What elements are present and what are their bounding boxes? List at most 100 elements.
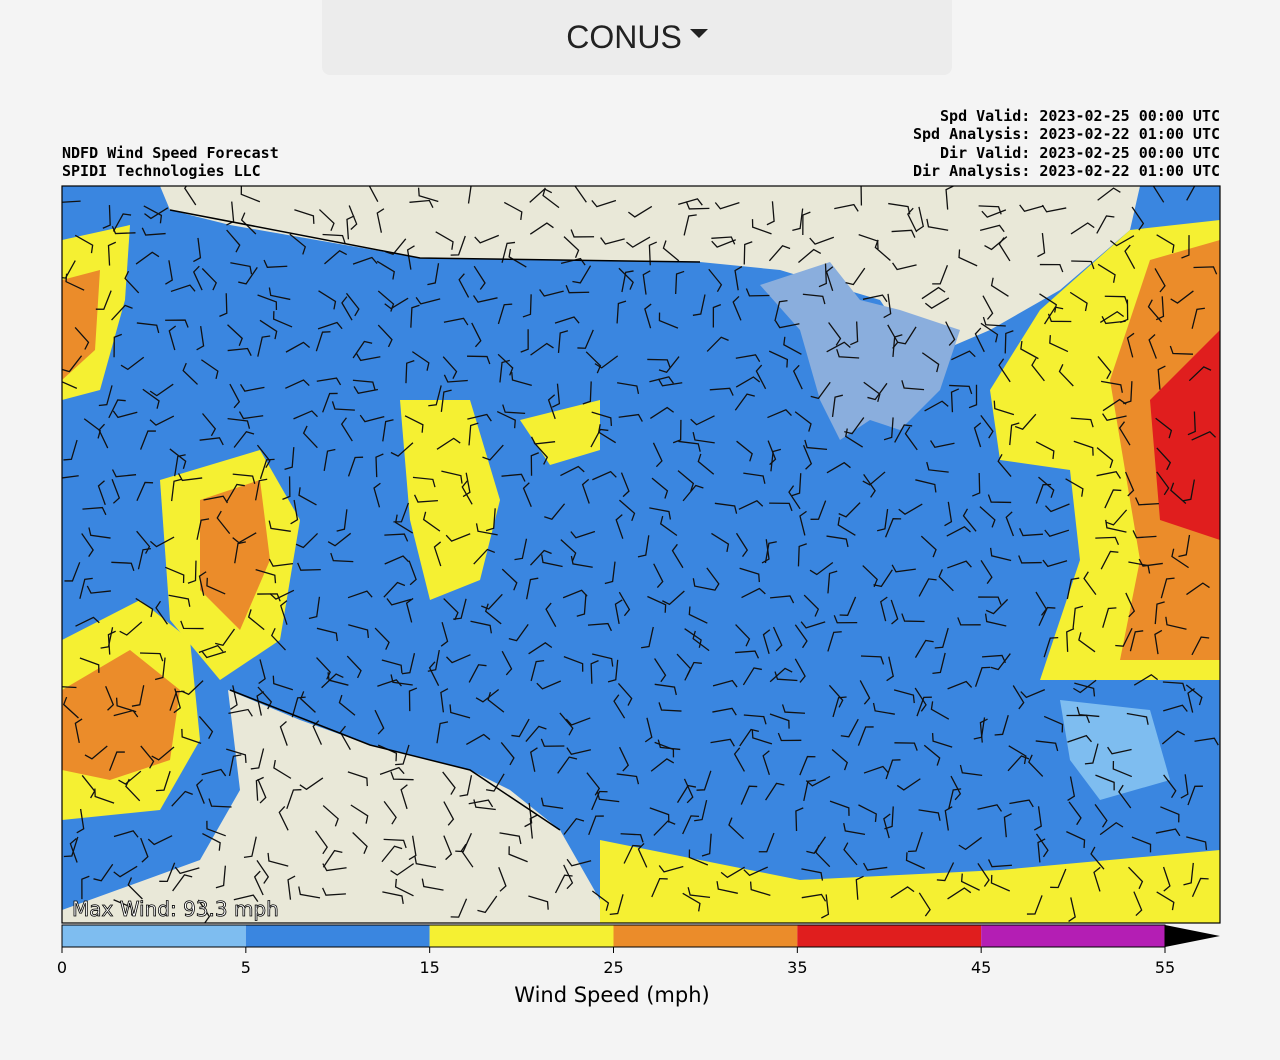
barb	[980, 559, 993, 585]
barb	[827, 570, 838, 594]
barb	[1191, 877, 1209, 898]
barb	[406, 245, 415, 270]
barb	[1044, 503, 1070, 513]
barb	[1037, 232, 1046, 258]
barb	[885, 759, 901, 780]
barb	[802, 445, 813, 470]
barb	[1033, 806, 1042, 831]
barb	[390, 771, 414, 781]
barb	[1187, 688, 1195, 713]
barb	[930, 701, 950, 720]
barb	[461, 480, 473, 505]
barb	[950, 775, 962, 801]
barb	[1074, 682, 1096, 697]
barb	[613, 694, 626, 719]
barb	[508, 623, 529, 642]
barb	[1170, 290, 1194, 304]
barb	[576, 593, 587, 617]
barb	[979, 718, 988, 743]
barb	[921, 286, 946, 300]
barb	[180, 620, 204, 630]
barb	[761, 539, 770, 564]
wind-area	[600, 840, 1220, 923]
barb	[945, 321, 956, 346]
barb	[894, 742, 918, 751]
barb	[886, 656, 894, 682]
title-line: NDFD Wind Speed Forecast	[62, 144, 279, 162]
barb	[1124, 244, 1136, 270]
barb	[914, 687, 927, 712]
barb	[714, 502, 738, 514]
region-dropdown[interactable]: CONUS	[322, 0, 952, 75]
barb	[1128, 866, 1144, 890]
barb	[979, 224, 1005, 233]
barb	[384, 533, 409, 542]
barb	[93, 863, 114, 882]
colorbar-segment	[429, 925, 614, 947]
barb	[958, 249, 978, 267]
barb	[572, 265, 592, 284]
barb	[433, 541, 442, 567]
barb	[226, 748, 247, 763]
colorbar-segment	[613, 925, 798, 947]
barb	[467, 355, 491, 365]
barb	[135, 251, 160, 265]
barb	[897, 326, 917, 345]
barb	[259, 319, 278, 340]
barb	[1104, 489, 1122, 509]
barb	[1186, 582, 1210, 596]
barb	[544, 503, 566, 520]
barb	[1018, 555, 1042, 564]
barb	[400, 784, 408, 810]
barb	[924, 400, 949, 412]
barb	[422, 511, 441, 532]
barb	[340, 417, 353, 442]
barb	[653, 820, 676, 836]
barb	[1097, 356, 1112, 380]
barb	[1162, 866, 1171, 892]
barb	[758, 832, 775, 853]
barb	[232, 473, 256, 484]
barb	[442, 356, 458, 380]
barb	[63, 439, 78, 461]
barb	[777, 732, 802, 742]
barb	[1043, 636, 1059, 658]
barb	[949, 384, 973, 395]
barb	[352, 340, 373, 359]
barb	[836, 348, 860, 359]
barb	[112, 213, 132, 232]
barb	[858, 804, 877, 822]
barb	[471, 322, 482, 348]
barb	[83, 418, 101, 439]
barb	[815, 844, 831, 868]
barb	[64, 562, 81, 582]
barb	[62, 260, 76, 279]
barb	[1026, 895, 1043, 915]
barb	[233, 894, 259, 902]
barb	[566, 747, 592, 755]
barb	[1169, 345, 1194, 355]
barb	[108, 399, 126, 419]
barb	[1035, 483, 1052, 504]
barb	[233, 430, 255, 448]
barb	[140, 745, 155, 769]
barb	[272, 675, 294, 691]
barb	[618, 413, 643, 422]
barb	[960, 873, 980, 891]
barb	[496, 410, 516, 429]
barb	[405, 597, 414, 623]
barb	[503, 201, 523, 220]
barb	[256, 444, 271, 469]
barb	[196, 779, 205, 804]
barb	[443, 374, 468, 383]
barb	[712, 679, 738, 688]
barb	[528, 895, 549, 910]
barb	[376, 208, 385, 233]
barb	[768, 245, 791, 262]
barb	[327, 532, 352, 547]
barb	[621, 270, 634, 293]
barb	[136, 322, 160, 334]
barb	[688, 849, 709, 866]
map-frame	[61, 185, 1221, 924]
barb	[1071, 260, 1095, 270]
